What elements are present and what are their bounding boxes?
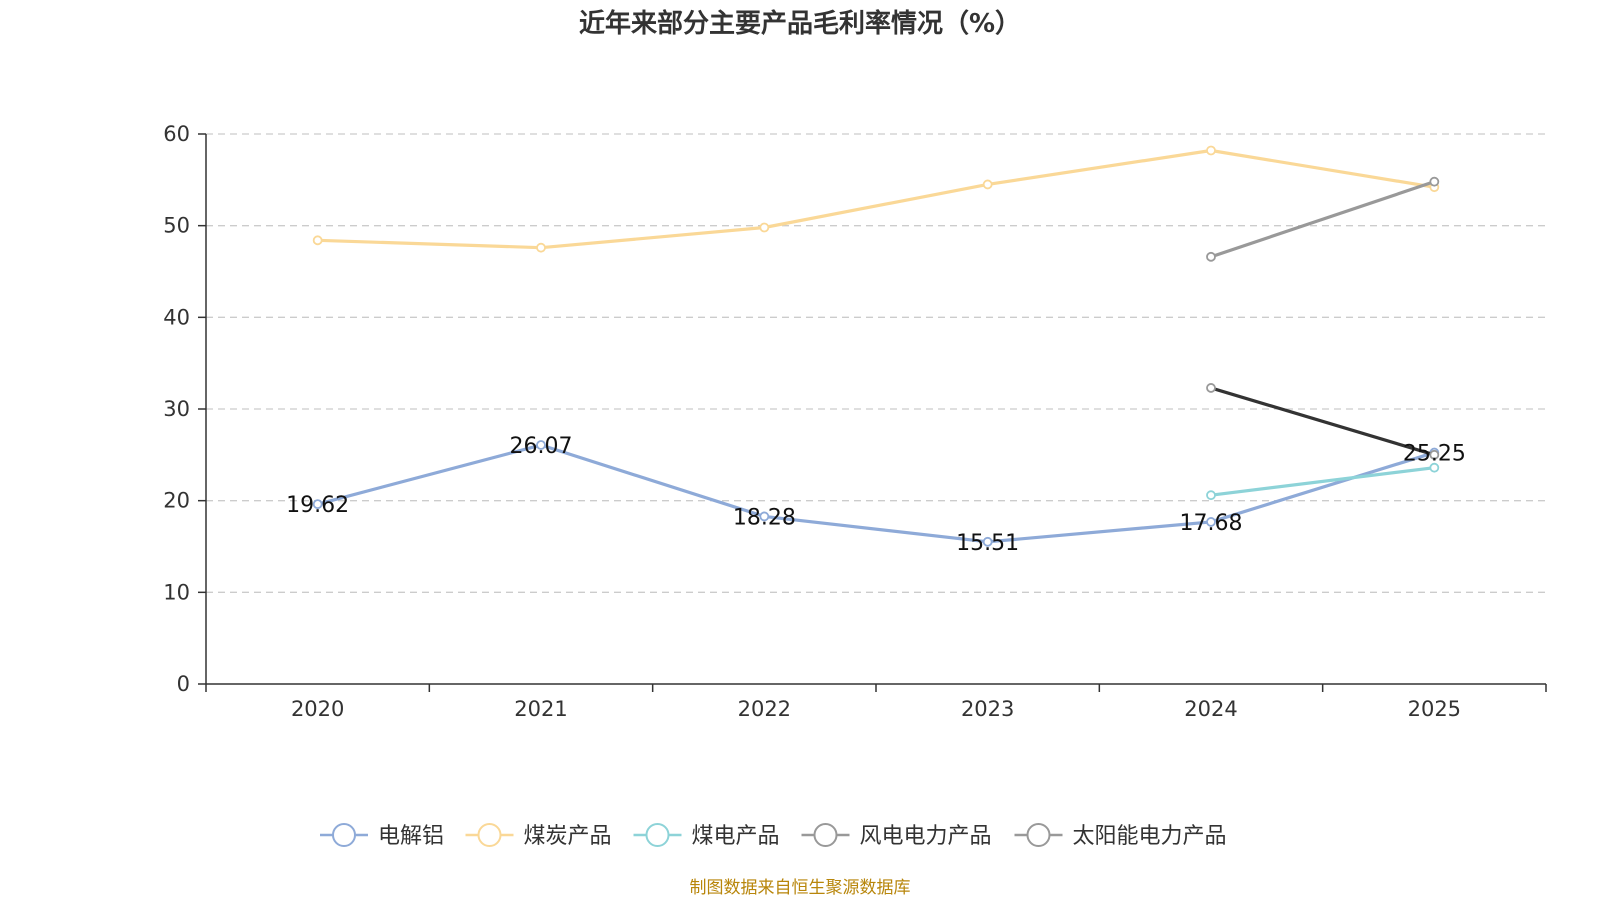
series-4 <box>1206 176 1440 262</box>
legend-item[interactable]: 太阳能电力产品 <box>1014 823 1227 849</box>
y-tick-label: 10 <box>163 580 190 604</box>
data-point[interactable] <box>1206 517 1216 527</box>
data-label: 15.51 <box>956 531 1019 556</box>
x-tick-label: 2020 <box>291 697 344 721</box>
y-tick-label: 30 <box>163 397 190 421</box>
legend-marker-icon <box>332 823 356 847</box>
y-tick-label: 20 <box>163 489 190 513</box>
legend[interactable]: 电解铝 煤炭产品 煤电产品 风电电力产品 太阳能电力产品 <box>320 823 1227 849</box>
data-point[interactable] <box>1429 176 1440 187</box>
source-note: 制图数据来自恒生聚源数据库 <box>690 878 911 898</box>
data-point[interactable] <box>536 440 546 450</box>
grid-lines <box>206 133 1546 593</box>
data-point[interactable] <box>1206 251 1216 262</box>
data-point[interactable] <box>312 235 323 246</box>
legend-item[interactable]: 煤电产品 <box>633 823 780 849</box>
x-tick-label: 2021 <box>514 697 567 721</box>
legend-label: 太阳能电力产品 <box>1073 824 1227 849</box>
data-point[interactable] <box>1206 490 1216 501</box>
legend-label: 风电电力产品 <box>860 824 992 849</box>
legend-marker-icon <box>477 823 502 847</box>
data-point[interactable] <box>1206 145 1216 156</box>
legend-marker-icon <box>813 823 838 847</box>
series-3 <box>1206 462 1440 501</box>
y-tick-label: 50 <box>163 214 190 238</box>
series-line <box>1210 466 1435 497</box>
data-point[interactable] <box>1429 449 1440 460</box>
x-tick-label: 2022 <box>738 697 791 721</box>
series-1 <box>312 440 1440 547</box>
y-tick-label: 60 <box>163 122 190 146</box>
data-label: 17.68 <box>1180 511 1243 536</box>
y-tick-label: 0 <box>177 672 190 696</box>
series-line <box>1210 386 1435 457</box>
y-tick-label: 40 <box>163 305 190 329</box>
data-label: 26.07 <box>510 434 573 459</box>
data-label: 25.25 <box>1403 442 1466 467</box>
x-tick-label: 2023 <box>961 697 1014 721</box>
data-label: 19.62 <box>286 493 349 518</box>
series-2 <box>312 145 1440 253</box>
series-line <box>1210 180 1435 259</box>
chart-title: 近年来部分主要产品毛利率情况（%） <box>579 8 1021 39</box>
legend-item[interactable]: 煤炭产品 <box>465 823 612 849</box>
legend-label: 煤炭产品 <box>524 824 612 849</box>
data-point[interactable] <box>536 242 546 253</box>
data-point[interactable] <box>1206 383 1216 393</box>
legend-item[interactable]: 风电电力产品 <box>801 823 992 849</box>
legend-marker-icon <box>645 823 670 847</box>
data-label: 18.28 <box>733 505 796 530</box>
x-tick-label: 2024 <box>1184 697 1237 721</box>
x-tick-label: 2025 <box>1408 697 1461 721</box>
series-group <box>312 145 1440 547</box>
axes: 0 10 20 30 40 50 60 2020 2021 2022 2023 2024 2025 <box>163 122 1547 721</box>
legend-marker-icon <box>1026 823 1051 847</box>
legend-label: 煤电产品 <box>692 824 780 849</box>
data-labels: 19.62 26.07 18.28 15.51 17.68 25.25 <box>286 434 1466 556</box>
series-line <box>317 443 1435 544</box>
data-point[interactable] <box>1429 462 1440 473</box>
data-point[interactable] <box>759 222 770 233</box>
data-point[interactable] <box>982 179 993 190</box>
series-5 <box>1206 383 1440 460</box>
data-point[interactable] <box>312 499 323 510</box>
data-point[interactable] <box>982 536 993 547</box>
legend-label: 电解铝 <box>378 824 444 849</box>
data-point[interactable] <box>759 511 770 522</box>
legend-item[interactable]: 电解铝 <box>320 823 444 849</box>
series-line <box>317 148 1435 250</box>
